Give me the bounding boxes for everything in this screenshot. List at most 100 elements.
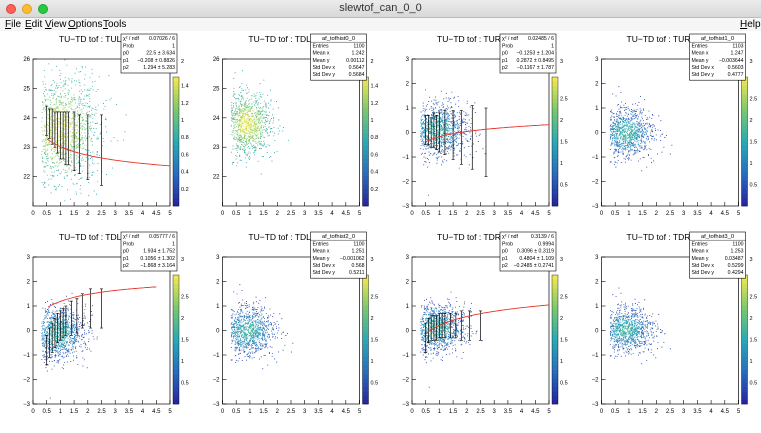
scatter-point xyxy=(641,148,642,149)
palette-tick-label: 1.4 xyxy=(371,84,379,90)
scatter-point xyxy=(448,115,449,116)
scatter-point xyxy=(447,142,448,143)
scatter-point xyxy=(622,143,623,144)
scatter-point xyxy=(625,131,626,132)
palette-band xyxy=(742,129,748,134)
scatter-point xyxy=(636,133,637,134)
menu-view[interactable]: View xyxy=(45,18,67,31)
scatter-point xyxy=(255,112,256,113)
menu-file[interactable]: File xyxy=(5,18,21,31)
palette-band xyxy=(363,150,369,155)
palette-band xyxy=(552,133,558,138)
scatter-point xyxy=(628,159,629,160)
scatter-point xyxy=(48,118,49,119)
scatter-point xyxy=(66,296,67,297)
scatter-point xyxy=(52,166,53,167)
scatter-point xyxy=(612,133,613,134)
scatter-point xyxy=(449,124,450,125)
scatter-point xyxy=(63,81,64,82)
scatter-point xyxy=(83,99,84,100)
scatter-point xyxy=(432,128,433,129)
scatter-point xyxy=(438,141,439,142)
scatter-point xyxy=(246,167,247,168)
scatter-point xyxy=(48,161,49,162)
scatter-point xyxy=(56,118,57,119)
scatter-point xyxy=(247,125,248,126)
scatter-point xyxy=(617,111,618,112)
scatter-point xyxy=(455,140,456,141)
scatter-point xyxy=(633,142,634,143)
scatter-point xyxy=(259,111,260,112)
scatter-point xyxy=(647,123,648,124)
scatter-point xyxy=(45,146,46,147)
scatter-point xyxy=(75,174,76,175)
scatter-point xyxy=(454,134,455,135)
scatter-point xyxy=(72,135,73,136)
scatter-point xyxy=(255,100,256,101)
scatter-point xyxy=(643,109,644,110)
scatter-point xyxy=(70,343,71,344)
scatter-point xyxy=(71,88,72,89)
scatter-point xyxy=(259,120,260,121)
scatter-point xyxy=(624,122,625,123)
scatter-point xyxy=(262,107,263,108)
scatter-point xyxy=(446,148,447,149)
scatter-point xyxy=(92,172,93,173)
scatter-point xyxy=(614,145,615,146)
scatter-point xyxy=(241,104,242,105)
scatter-point xyxy=(253,140,254,141)
scatter-point xyxy=(448,141,449,142)
scatter-point xyxy=(450,133,451,134)
scatter-point xyxy=(81,99,82,100)
menu-help[interactable]: Help xyxy=(740,18,761,31)
scatter-point xyxy=(620,133,621,134)
scatter-point xyxy=(262,121,263,122)
scatter-point xyxy=(241,135,242,136)
scatter-point xyxy=(646,134,647,135)
scatter-point xyxy=(76,136,77,137)
scatter-point xyxy=(77,111,78,112)
scatter-point xyxy=(55,186,56,187)
scatter-point xyxy=(278,128,279,129)
menu-edit[interactable]: Edit xyxy=(25,18,42,31)
scatter-point xyxy=(470,139,471,140)
scatter-point xyxy=(79,82,80,83)
scatter-point xyxy=(272,131,273,132)
scatter-point xyxy=(467,140,468,141)
scatter-point xyxy=(257,119,258,120)
scatter-point xyxy=(454,131,455,132)
scatter-point xyxy=(51,150,52,151)
menu-options[interactable]: Options xyxy=(68,18,102,31)
scatter-point xyxy=(74,80,75,81)
scatter-point xyxy=(59,122,60,123)
scatter-point xyxy=(75,141,76,142)
scatter-point xyxy=(435,103,436,104)
scatter-point xyxy=(617,124,618,125)
scatter-point xyxy=(621,131,622,132)
scatter-point xyxy=(63,160,64,161)
palette-band xyxy=(552,124,558,129)
scatter-point xyxy=(629,123,630,124)
scatter-point xyxy=(42,101,43,102)
scatter-point xyxy=(651,149,652,150)
scatter-point xyxy=(80,99,81,100)
scatter-point xyxy=(62,331,63,332)
scatter-point xyxy=(459,127,460,128)
scatter-point xyxy=(236,159,237,160)
scatter-point xyxy=(71,152,72,153)
scatter-point xyxy=(80,185,81,186)
menu-tools[interactable]: Tools xyxy=(103,18,126,31)
scatter-point xyxy=(67,129,68,130)
stats-key: Mean y xyxy=(692,58,709,64)
scatter-point xyxy=(460,133,461,134)
scatter-point xyxy=(421,119,422,120)
scatter-point xyxy=(425,109,426,110)
scatter-point xyxy=(250,134,251,135)
